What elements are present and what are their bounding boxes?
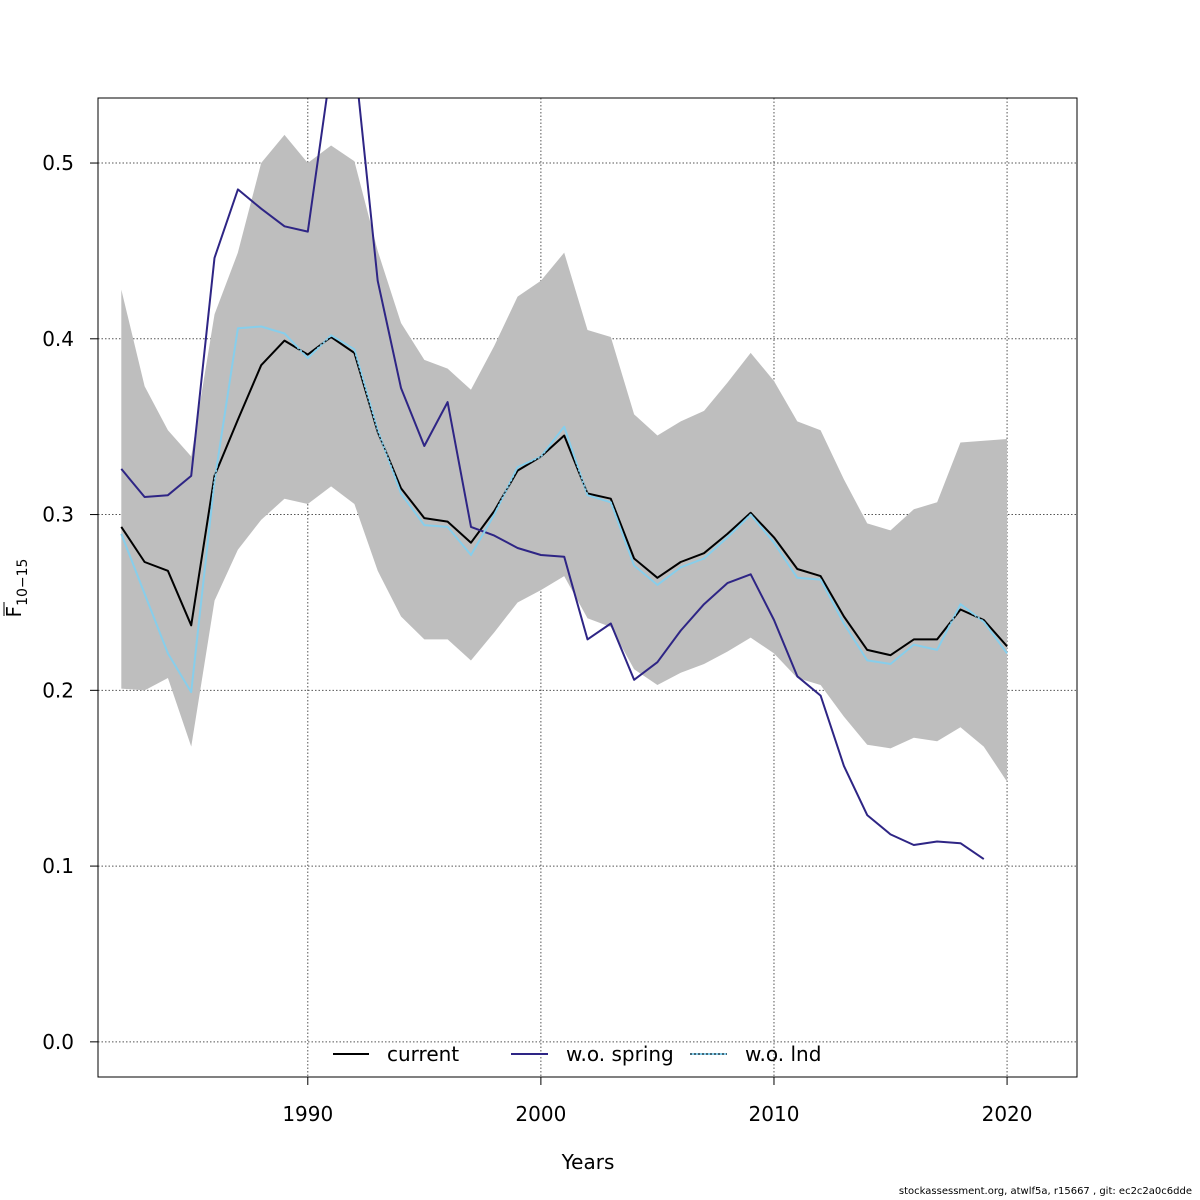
x-axis: 1990 2000 2010 2020 bbox=[282, 1077, 1033, 1126]
x-tick-label-1990: 1990 bbox=[282, 1102, 333, 1126]
y-tick-label-1: 0.1 bbox=[42, 854, 74, 878]
y-tick-label-4: 0.4 bbox=[42, 327, 74, 351]
x-tick-label-2000: 2000 bbox=[515, 1102, 566, 1126]
y-axis-title-main: F bbox=[2, 606, 26, 618]
svg-text:w.o. spring: w.o. spring bbox=[566, 1042, 674, 1066]
legend: current w.o. spring w.o. lnd bbox=[333, 1042, 821, 1066]
series-line-current-dotted-overlay bbox=[120, 336, 1008, 656]
series-line-w-o-spring bbox=[120, 98, 985, 860]
y-axis-title-subscript: 10−15 bbox=[15, 559, 31, 606]
y-axis-title: F10−15 bbox=[2, 559, 31, 618]
series-lines bbox=[120, 98, 1008, 860]
y-tick-label-0: 0.0 bbox=[42, 1030, 74, 1054]
footer-credit: stockassessment.org, atwlf5a, r15667 , g… bbox=[898, 1186, 1192, 1197]
series-line-w-o-lnd bbox=[120, 325, 1008, 694]
legend-item-wo-lnd: w.o. lnd bbox=[690, 1042, 821, 1066]
legend-item-current: current bbox=[333, 1042, 459, 1066]
x-tick-label-2020: 2020 bbox=[982, 1102, 1033, 1126]
y-tick-label-2: 0.2 bbox=[42, 678, 74, 702]
y-tick-label-3: 0.3 bbox=[42, 503, 74, 527]
legend-item-wo-spring: w.o. spring bbox=[511, 1042, 674, 1066]
x-tick-label-2010: 2010 bbox=[749, 1102, 800, 1126]
svg-text:w.o. lnd: w.o. lnd bbox=[745, 1042, 821, 1066]
y-axis: 0.0 0.1 0.2 0.3 0.4 0.5 bbox=[42, 151, 98, 1054]
y-tick-label-5: 0.5 bbox=[42, 151, 74, 175]
x-axis-title: Years bbox=[561, 1150, 615, 1174]
svg-text:F10−15: F10−15 bbox=[2, 559, 31, 618]
confidence-band bbox=[121, 134, 1008, 782]
confidence-band-area bbox=[121, 134, 1008, 782]
plot-frame bbox=[97, 97, 1078, 1078]
svg-text:current: current bbox=[387, 1042, 459, 1066]
